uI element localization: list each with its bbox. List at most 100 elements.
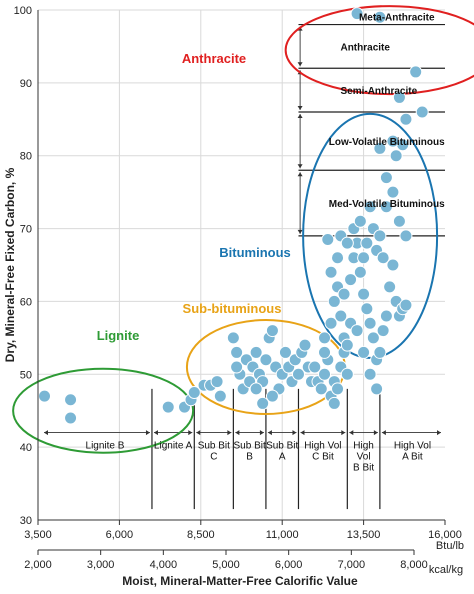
data-point bbox=[278, 345, 292, 359]
arrowhead-right bbox=[188, 430, 193, 436]
high-rank-class-label: Med-Volatile Bituminous bbox=[329, 199, 445, 210]
arrowhead-down bbox=[297, 229, 303, 234]
data-point bbox=[314, 382, 328, 396]
data-point bbox=[340, 338, 354, 352]
btu-tick-label: 13,500 bbox=[347, 529, 381, 541]
data-point bbox=[324, 316, 338, 330]
group-label-sub-bituminous: Sub-bituminous bbox=[183, 301, 282, 316]
data-point bbox=[386, 134, 400, 148]
data-point bbox=[350, 7, 364, 21]
data-point bbox=[376, 251, 390, 265]
data-point bbox=[363, 200, 377, 214]
lignite-ellipse bbox=[12, 367, 195, 454]
grid-layer bbox=[38, 9, 445, 520]
y-tick-label: 50 bbox=[20, 369, 32, 381]
kcal-tick-label: 7,000 bbox=[338, 559, 366, 571]
data-point bbox=[399, 112, 413, 126]
data-point bbox=[161, 400, 175, 414]
data-point bbox=[265, 389, 279, 403]
low-rank-class-label: High bbox=[353, 441, 374, 452]
data-point bbox=[379, 171, 393, 185]
data-point bbox=[230, 345, 244, 359]
kcal-tick-label: 2,000 bbox=[24, 559, 52, 571]
data-point bbox=[318, 367, 332, 381]
y-tick-label: 70 bbox=[20, 224, 32, 236]
arrowhead-down bbox=[297, 106, 303, 110]
kcal-unit-label: kcal/kg bbox=[429, 564, 463, 576]
data-point bbox=[337, 287, 351, 301]
low-rank-class-label: C Bit bbox=[312, 452, 334, 463]
data-point bbox=[318, 345, 332, 359]
kcal-tick-label: 5,000 bbox=[212, 559, 240, 571]
data-point bbox=[213, 389, 227, 403]
low-rank-class-label: Lignite B bbox=[86, 441, 125, 452]
data-point bbox=[230, 360, 244, 374]
low-rank-class-label: B Bit bbox=[353, 463, 374, 474]
arrowhead-up bbox=[297, 114, 303, 118]
arrowhead-right bbox=[437, 430, 441, 436]
arrowhead-left bbox=[349, 430, 354, 436]
arrowhead-down bbox=[297, 62, 303, 67]
data-point bbox=[415, 105, 429, 119]
low-rank-class-label: Sub Bit bbox=[234, 441, 266, 452]
kcal-tick-label: 6,000 bbox=[275, 559, 303, 571]
rank-division-layer bbox=[44, 23, 445, 510]
data-point bbox=[376, 324, 390, 338]
data-point bbox=[249, 382, 263, 396]
btu-tick-label: 8,500 bbox=[187, 529, 215, 541]
data-point bbox=[256, 396, 270, 410]
data-point bbox=[308, 360, 322, 374]
data-point bbox=[386, 185, 400, 199]
data-point bbox=[409, 65, 423, 79]
data-point bbox=[334, 309, 348, 323]
data-point bbox=[389, 149, 403, 163]
data-point bbox=[386, 258, 400, 272]
data-point bbox=[331, 251, 345, 265]
data-point bbox=[38, 389, 52, 403]
data-point bbox=[265, 324, 279, 338]
data-point bbox=[392, 90, 406, 104]
data-point bbox=[383, 280, 397, 294]
arrowhead-right bbox=[341, 430, 346, 436]
data-point bbox=[373, 141, 387, 155]
low-rank-class-label: B bbox=[246, 452, 253, 463]
arrowhead-right bbox=[227, 430, 232, 436]
low-rank-class-label: Sub Bit bbox=[266, 441, 298, 452]
kcal-tick-label: 4,000 bbox=[150, 559, 178, 571]
data-point bbox=[187, 386, 201, 399]
arrowhead-down bbox=[297, 164, 303, 169]
data-point bbox=[370, 382, 384, 396]
arrowhead-left bbox=[196, 430, 201, 436]
data-point bbox=[379, 309, 393, 323]
y-tick-label: 40 bbox=[20, 442, 32, 454]
data-point bbox=[327, 396, 341, 410]
y-tick-label: 30 bbox=[20, 515, 32, 527]
anthracite-ellipse bbox=[284, 5, 474, 96]
low-rank-class-label: C bbox=[210, 452, 217, 463]
group-label-bituminous: Bituminous bbox=[219, 245, 291, 260]
data-point bbox=[324, 265, 338, 279]
btu-tick-label: 11,000 bbox=[266, 529, 299, 541]
data-point bbox=[379, 200, 393, 214]
data-point bbox=[392, 214, 406, 228]
low-rank-class-label: Vol bbox=[357, 452, 371, 463]
y-tick-label: 60 bbox=[20, 296, 32, 308]
data-point bbox=[210, 375, 224, 389]
data-point bbox=[360, 302, 374, 316]
labels-layer: 30 40 50 60 70 80 90 100 3,500 6,000 8,500 11,000 13… bbox=[14, 5, 462, 571]
low-rank-class-label: Sub Bit bbox=[198, 441, 230, 452]
data-point bbox=[249, 345, 263, 359]
data-point bbox=[344, 273, 358, 287]
arrowhead-right bbox=[373, 430, 378, 436]
data-point bbox=[353, 214, 367, 228]
y-axis-label: Dry, Mineral-Free Fixed Carbon, % bbox=[3, 167, 17, 362]
data-point bbox=[226, 331, 240, 345]
arrowhead-right bbox=[259, 430, 264, 436]
arrowhead-left bbox=[44, 430, 48, 436]
data-point bbox=[327, 294, 341, 308]
data-point bbox=[64, 393, 78, 407]
data-point bbox=[357, 251, 371, 265]
data-point bbox=[259, 353, 273, 367]
data-point bbox=[353, 265, 367, 279]
data-point bbox=[360, 236, 374, 250]
